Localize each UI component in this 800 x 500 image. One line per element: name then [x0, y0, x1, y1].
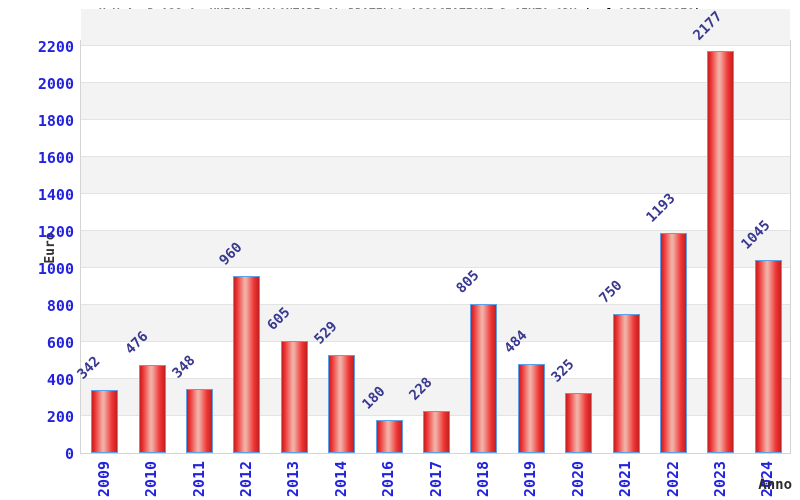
gridline — [81, 341, 790, 343]
gridline — [81, 304, 790, 306]
x-tick-label-2010: 2010 — [142, 460, 161, 498]
bar-2019 — [517, 363, 545, 453]
x-tick-label-2023: 2023 — [710, 460, 729, 498]
bar-2009 — [91, 389, 119, 453]
bar-2024 — [754, 259, 782, 453]
x-tick-label-2017: 2017 — [426, 460, 445, 498]
bar-2011 — [186, 388, 213, 453]
x-tick-label-2009: 2009 — [94, 460, 113, 498]
x-tick-label-2018: 2018 — [473, 460, 492, 498]
grid-band — [81, 157, 790, 195]
y-tick-label: 800 — [46, 297, 74, 316]
x-axis-title: Anno — [758, 477, 792, 493]
grid-band — [81, 9, 790, 47]
bar-2010 — [138, 365, 166, 453]
y-tick-label: 1200 — [37, 223, 74, 242]
y-tick-label: 2000 — [37, 75, 74, 94]
x-tick-label-2022: 2022 — [663, 460, 682, 498]
y-tick-label: 600 — [46, 334, 74, 353]
bar-2022 — [660, 232, 687, 453]
y-tick-label: 200 — [46, 408, 74, 427]
bar-value-label: 805 — [453, 267, 483, 297]
x-tick-label-2013: 2013 — [284, 460, 303, 498]
x-tick-label-2020: 2020 — [568, 460, 587, 498]
y-tick-label: 1600 — [37, 149, 74, 168]
gridline — [81, 156, 790, 158]
gridline — [81, 82, 790, 84]
gridline — [81, 119, 790, 121]
y-tick-label: 2200 — [37, 38, 74, 57]
bar-2023 — [707, 50, 735, 453]
gridline — [81, 230, 790, 232]
bar-2021 — [612, 314, 640, 453]
bar-2016 — [375, 419, 403, 453]
plot-area: 342 476 348 960 605 529 180 228 805 484 325 750 1193… — [75, 8, 791, 454]
bar-value-label: 1193 — [643, 190, 679, 226]
x-tick-label-2014: 2014 — [331, 460, 350, 498]
y-tick-label: 0 — [64, 445, 74, 463]
x-tick-label-2019: 2019 — [521, 460, 540, 498]
bar-2013 — [280, 341, 308, 453]
x-tick-label-2016: 2016 — [379, 460, 398, 498]
bar-2014 — [328, 355, 356, 453]
gridline — [81, 45, 790, 47]
grid-band — [81, 83, 790, 121]
gridline — [81, 267, 790, 269]
bar-value-label: 348 — [169, 352, 199, 382]
bar-2017 — [423, 410, 450, 453]
gridline — [81, 193, 790, 195]
y-tick-label: 1800 — [37, 112, 74, 131]
y-tick-label: 1000 — [37, 260, 74, 279]
y-tick-label: 1400 — [37, 186, 74, 205]
bar-2018 — [470, 304, 498, 453]
bar-2020 — [565, 392, 593, 453]
x-tick-label-2011: 2011 — [189, 460, 208, 498]
x-tick-label-2012: 2012 — [236, 460, 255, 498]
bar-2012 — [233, 275, 261, 453]
gridline — [81, 378, 790, 380]
y-tick-label: 400 — [46, 371, 74, 390]
bar-value-label: 750 — [595, 277, 626, 308]
x-tick-label-2021: 2021 — [616, 460, 635, 498]
